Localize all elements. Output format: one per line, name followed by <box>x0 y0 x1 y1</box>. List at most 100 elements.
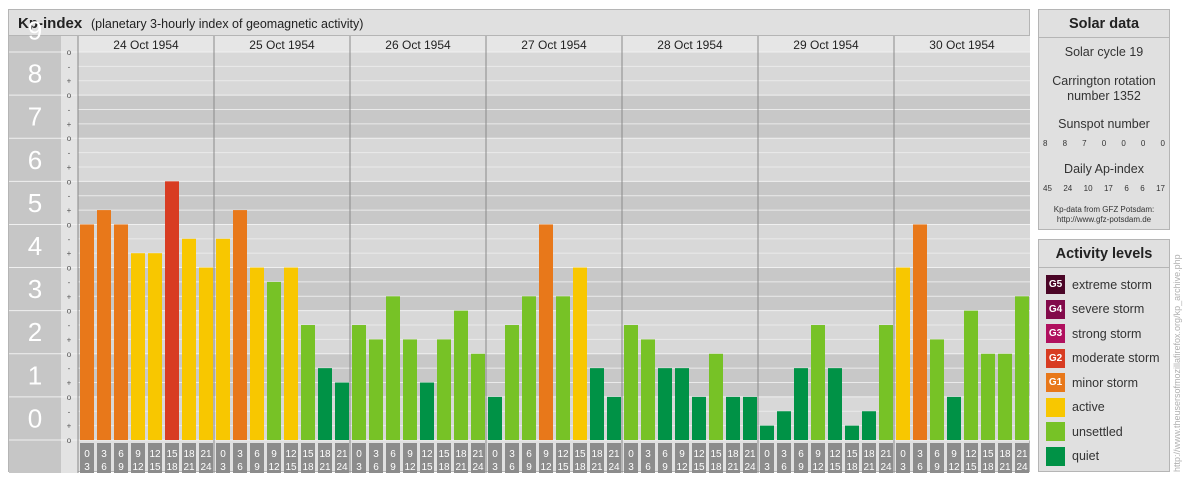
interval-end-label: 9 <box>390 462 396 473</box>
interval-end-label: 24 <box>336 462 348 473</box>
carrington-rotation: Carrington rotation number 1352 <box>1052 74 1156 103</box>
legend-label: minor storm <box>1072 375 1138 390</box>
sunspot-value: 8 <box>1062 139 1068 148</box>
legend-item: unsettled <box>1046 422 1123 441</box>
kp-bar <box>692 396 706 440</box>
fine-tick-column <box>61 36 78 473</box>
interval-end-label: 15 <box>693 462 705 473</box>
interval-start-label: 12 <box>829 449 841 460</box>
solar-data-panel: Solar data Solar cycle 19 Carrington rot… <box>1038 9 1170 230</box>
kp-band <box>9 310 1030 354</box>
interval-box <box>607 443 621 473</box>
y-tick-label: 6 <box>28 145 42 175</box>
interval-start-label: 15 <box>982 449 994 460</box>
interval-end-label: 24 <box>200 462 212 473</box>
kp-bar <box>828 368 842 440</box>
interval-start-label: 18 <box>183 449 195 460</box>
date-label: 30 Oct 1954 <box>929 38 995 52</box>
interval-end-label: 9 <box>934 462 940 473</box>
kp-bar <box>182 238 196 440</box>
interval-start-label: 15 <box>302 449 314 460</box>
fine-tick-label: o <box>67 134 72 143</box>
interval-box <box>896 443 910 473</box>
interval-box <box>998 443 1012 473</box>
fine-tick-label: + <box>67 120 72 129</box>
kp-bar <box>845 425 859 440</box>
interval-end-label: 6 <box>645 462 651 473</box>
interval-box <box>947 443 961 473</box>
fine-tick-label: - <box>68 364 71 373</box>
interval-start-label: 15 <box>846 449 858 460</box>
legend-swatch: G4 <box>1046 299 1065 319</box>
fine-tick-label: + <box>67 292 72 301</box>
interval-box <box>148 443 162 473</box>
interval-start-label: 3 <box>237 449 243 460</box>
interval-end-label: 6 <box>917 462 923 473</box>
legend-swatch: G3 <box>1046 324 1065 343</box>
kp-bar <box>709 353 723 440</box>
kp-bar <box>811 325 825 440</box>
fine-tick-label: o <box>67 393 72 402</box>
interval-end-label: 15 <box>829 462 841 473</box>
interval-start-label: 3 <box>917 449 923 460</box>
legend-label: severe storm <box>1072 302 1145 316</box>
kp-bar <box>998 353 1012 440</box>
kp-bar <box>80 224 94 440</box>
kp-bar <box>947 396 961 440</box>
interval-end-label: 24 <box>1016 462 1028 473</box>
sunspot-value: 0 <box>1101 139 1107 148</box>
sunspot-values: 8 8 7 0 0 0 0 <box>1043 139 1165 148</box>
kp-band <box>9 396 1030 440</box>
kp-bar <box>556 296 570 440</box>
date-label: 29 Oct 1954 <box>793 38 859 52</box>
interval-box <box>505 443 519 473</box>
interval-box <box>726 443 740 473</box>
interval-end-label: 21 <box>591 462 603 473</box>
kp-index-panel: Kp-index (planetary 3-hourly index of ge… <box>8 9 1030 473</box>
legend-item: G2 moderate storm <box>1046 348 1160 368</box>
y-tick-label: 7 <box>28 102 42 132</box>
kp-bar <box>726 396 740 440</box>
interval-end-label: 18 <box>438 462 450 473</box>
legend-item: G1 minor storm <box>1046 373 1138 392</box>
sunspot-value: 0 <box>1121 139 1126 148</box>
interval-end-label: 3 <box>492 462 498 473</box>
interval-box <box>437 443 451 473</box>
sunspot-value: 0 <box>1160 139 1165 148</box>
kp-bar <box>1015 296 1029 440</box>
y-axis-column <box>9 36 61 473</box>
ap-value: 24 <box>1063 184 1073 193</box>
date-label: 26 Oct 1954 <box>385 38 451 52</box>
interval-end-label: 12 <box>268 462 280 473</box>
legend-swatch <box>1046 446 1065 466</box>
legend-label: unsettled <box>1072 424 1123 439</box>
interval-box <box>811 443 825 473</box>
kp-bar <box>301 325 315 440</box>
interval-box <box>743 443 757 473</box>
kp-bar <box>131 253 145 440</box>
interval-start-label: 6 <box>390 449 396 460</box>
interval-start-label: 21 <box>744 449 756 460</box>
kp-bar <box>964 310 978 440</box>
interval-box <box>97 443 111 473</box>
interval-start-label: 3 <box>101 449 107 460</box>
solar-cycle: Solar cycle 19 <box>1064 45 1144 59</box>
interval-start-label: 6 <box>118 449 124 460</box>
interval-start-label: 6 <box>934 449 940 460</box>
interval-start-label: 18 <box>591 449 603 460</box>
kp-bar <box>539 224 553 440</box>
interval-end-label: 15 <box>421 462 433 473</box>
kp-bar <box>199 267 213 440</box>
interval-start-label: 9 <box>543 449 549 460</box>
kp-bar <box>879 325 893 440</box>
interval-end-label: 9 <box>662 462 668 473</box>
data-credit-url[interactable]: http://www.gfz-potsdam.de <box>1056 215 1152 224</box>
interval-start-label: 0 <box>900 449 906 460</box>
interval-start-label: 12 <box>149 449 161 460</box>
legend-item: G5 extreme storm <box>1046 275 1152 294</box>
date-label: 25 Oct 1954 <box>249 38 315 52</box>
interval-end-label: 3 <box>84 462 90 473</box>
fine-tick-label: - <box>68 278 71 287</box>
interval-end-label: 6 <box>509 462 515 473</box>
kp-bar <box>114 224 128 440</box>
